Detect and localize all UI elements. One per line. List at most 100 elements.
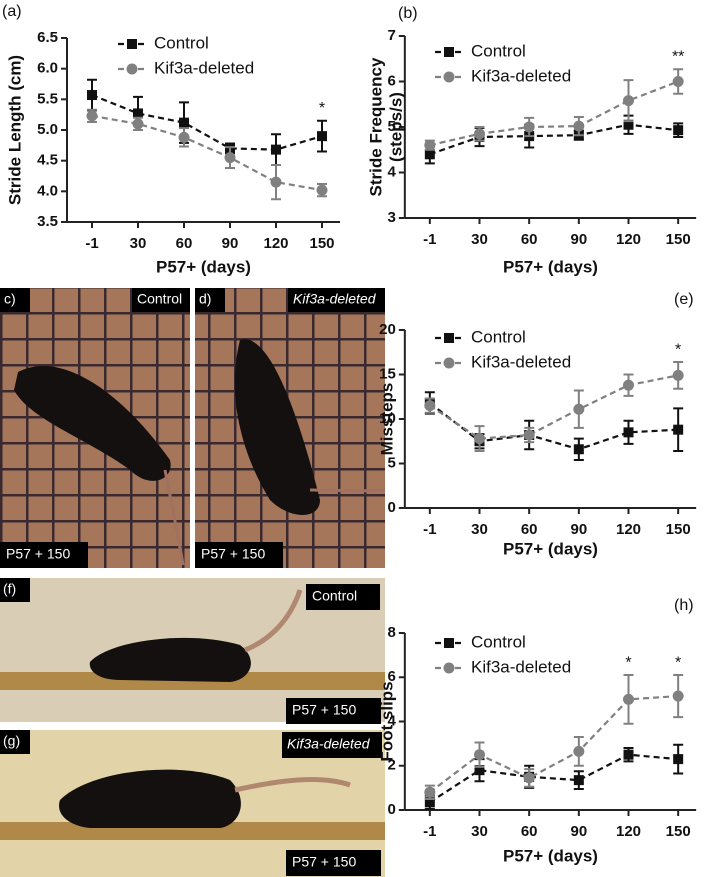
- annotation: *: [675, 654, 681, 671]
- line: [429, 694, 679, 794]
- legend-marker: [127, 39, 137, 49]
- mouse-shape: [59, 769, 241, 828]
- line: [429, 80, 679, 147]
- marker: [424, 149, 435, 160]
- photo-caption: Control: [312, 588, 357, 604]
- marker: [474, 128, 485, 140]
- panel-label: (h): [674, 597, 694, 614]
- y-tick-label: 5: [387, 118, 395, 135]
- marker: [673, 125, 684, 136]
- photo-stamp: P57 + 150: [201, 546, 265, 562]
- marker: [316, 184, 328, 196]
- legend-marker: [443, 71, 455, 83]
- y-tick-label: 8: [387, 624, 395, 641]
- mouse-shape: [14, 365, 171, 481]
- y-tick-label: 4.5: [37, 152, 58, 169]
- x-tick-label: 120: [263, 235, 288, 252]
- legend-label: Kif3a-deleted: [471, 352, 571, 371]
- marker: [672, 369, 684, 381]
- x-axis-label: P57+ (days): [503, 257, 598, 276]
- legend-label: Kif3a-deleted: [154, 58, 254, 77]
- x-tick-label: 150: [666, 231, 691, 248]
- line: [91, 114, 323, 192]
- marker: [623, 119, 634, 130]
- marker: [270, 176, 282, 188]
- x-tick-label: 60: [521, 823, 538, 840]
- marker: [673, 754, 684, 765]
- line: [91, 94, 323, 151]
- x-tick-label: 150: [309, 235, 334, 252]
- y-tick-label: 20: [379, 321, 396, 338]
- marker: [573, 444, 584, 455]
- y-axis-label: Missteps: [377, 383, 396, 456]
- annotation: *: [625, 654, 631, 671]
- y-tick-label: 0: [387, 801, 395, 818]
- marker: [573, 775, 584, 786]
- y-tick-label: 6: [387, 668, 395, 685]
- y-tick-label: 4: [387, 712, 396, 729]
- label-box: [0, 542, 88, 568]
- panel-label: d): [199, 291, 211, 307]
- label-box: [195, 288, 225, 312]
- tail: [244, 589, 303, 653]
- y-tick-label: 3.5: [37, 213, 58, 230]
- x-tick-label: -1: [423, 521, 436, 538]
- x-tick-label: 150: [666, 823, 691, 840]
- marker: [424, 139, 436, 151]
- marker: [271, 144, 281, 155]
- x-axis-label: P57+ (days): [156, 257, 251, 276]
- marker: [133, 108, 143, 119]
- y-axis-label: Stride Frequency: [366, 57, 385, 196]
- photo-g: (g) Kif3a-deleted P57 + 150: [0, 730, 385, 877]
- x-tick-label: 90: [570, 521, 587, 538]
- x-tick-label: 30: [130, 235, 147, 252]
- x-tick-label: 120: [616, 823, 641, 840]
- y-tick-label: 3: [387, 209, 395, 226]
- label-box: [0, 288, 30, 312]
- marker: [523, 772, 535, 784]
- line: [429, 753, 679, 804]
- marker: [178, 131, 190, 143]
- x-tick-label: -1: [423, 231, 436, 248]
- marker: [523, 429, 535, 441]
- y-tick-label: 7: [387, 27, 395, 44]
- marker: [474, 433, 485, 445]
- label-box: [288, 288, 385, 312]
- marker: [672, 76, 684, 87]
- mouse-shape: [234, 339, 320, 515]
- tail: [234, 777, 351, 793]
- marker: [623, 693, 634, 705]
- legend-marker: [126, 63, 138, 75]
- y-tick-label: 6: [387, 72, 395, 89]
- legend-label: Control: [471, 327, 526, 346]
- y-axis-label: Foot slips: [377, 681, 396, 761]
- y-tick-label: 5.5: [37, 90, 58, 107]
- mouse-shape: [89, 637, 251, 682]
- series: [424, 743, 684, 810]
- marker: [672, 690, 684, 702]
- x-tick-label: 30: [471, 823, 488, 840]
- panel-label: (b): [398, 5, 418, 22]
- y-tick-label: 6.0: [37, 60, 58, 77]
- legend-label: Control: [154, 33, 209, 52]
- series: [424, 674, 684, 800]
- marker: [623, 749, 634, 760]
- x-tick-label: 120: [616, 521, 641, 538]
- legend-label: Control: [471, 632, 526, 651]
- x-axis-label: P57+ (days): [503, 539, 598, 558]
- label-box: [286, 698, 381, 724]
- marker: [573, 745, 585, 757]
- legend-marker: [444, 47, 454, 57]
- x-tick-label: -1: [423, 823, 436, 840]
- panel-label: (g): [3, 733, 20, 749]
- x-tick-label: 90: [570, 823, 587, 840]
- y-tick-label: 6.5: [37, 29, 58, 46]
- legend-label: Kif3a-deleted: [471, 657, 571, 676]
- label-box: [0, 730, 30, 754]
- x-tick-label: -1: [85, 235, 98, 252]
- x-tick-label: 90: [570, 231, 587, 248]
- photo-stamp: P57 + 150: [292, 854, 356, 870]
- y-tick-label: 0: [387, 499, 395, 516]
- legend-marker: [443, 662, 455, 674]
- marker: [474, 749, 485, 761]
